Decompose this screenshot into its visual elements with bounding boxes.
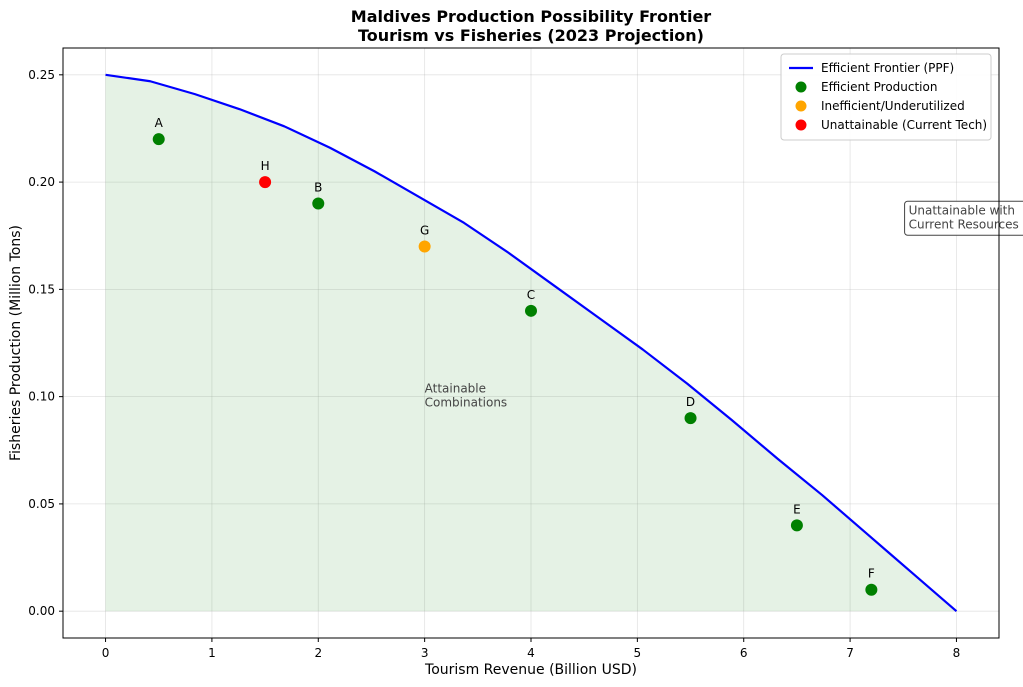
legend-box bbox=[780, 53, 992, 141]
point-f-label: F bbox=[868, 567, 875, 581]
x-tick-label: 2 bbox=[314, 646, 322, 660]
y-tick-label: 0.00 bbox=[28, 604, 55, 618]
legend-entry-label: Efficient Production bbox=[821, 80, 937, 94]
y-tick-label: 0.25 bbox=[28, 68, 55, 82]
point-a-marker bbox=[152, 133, 165, 146]
point-e-label: E bbox=[793, 502, 801, 516]
unattainable-note-line: Unattainable with bbox=[909, 203, 1015, 217]
point-b-label: B bbox=[314, 181, 322, 195]
legend-marker-swatch bbox=[795, 100, 807, 112]
point-c-marker bbox=[525, 304, 537, 317]
legend: Efficient Frontier (PPF) Efficient Produc… bbox=[780, 53, 992, 141]
legend-marker-swatch bbox=[795, 119, 807, 131]
x-tick-label: 3 bbox=[421, 646, 429, 660]
point-g-marker bbox=[418, 240, 431, 253]
y-tick-label: 0.15 bbox=[28, 282, 55, 296]
x-tick-label: 1 bbox=[208, 646, 216, 660]
point-a-label: A bbox=[155, 116, 164, 130]
x-tick-label: 0 bbox=[102, 646, 110, 660]
legend-entry-label: Inefficient/Underutilized bbox=[821, 99, 965, 113]
point-g-label: G bbox=[420, 223, 429, 237]
attainable-note-line: Attainable bbox=[425, 381, 486, 395]
y-tick-label: 0.10 bbox=[28, 390, 55, 404]
point-h-label: H bbox=[261, 159, 270, 173]
point-d-label: D bbox=[686, 395, 695, 409]
x-tick-label: 8 bbox=[953, 646, 961, 660]
y-tick-label: 0.20 bbox=[28, 175, 55, 189]
x-tick-label: 5 bbox=[634, 646, 642, 660]
x-tick-label: 4 bbox=[527, 646, 535, 660]
point-f-marker bbox=[865, 583, 878, 596]
production-points: A B C D E F G H bbox=[152, 116, 878, 596]
x-axis-ticks: 0 1 2 3 4 5 6 7 8 bbox=[102, 638, 961, 660]
y-tick-label: 0.05 bbox=[28, 497, 55, 511]
unattainable-note-box bbox=[904, 200, 1023, 236]
frontier-line bbox=[105, 73, 958, 613]
attainable-note-line: Combinations bbox=[425, 395, 508, 409]
point-b-marker bbox=[312, 197, 325, 210]
point-e-marker bbox=[790, 519, 803, 532]
legend-entry-label: Efficient Frontier (PPF) bbox=[821, 61, 954, 75]
x-axis-label: Tourism Revenue (Billion USD) bbox=[424, 662, 637, 678]
frontier-series bbox=[105, 73, 958, 613]
chart-title-line-2: Tourism vs Fisheries (2023 Projection) bbox=[358, 26, 704, 45]
x-tick-label: 7 bbox=[846, 646, 854, 660]
point-c-label: C bbox=[527, 288, 535, 302]
point-h-marker bbox=[259, 176, 272, 189]
y-axis-ticks: 0.00 0.05 0.10 0.15 0.20 0.25 bbox=[28, 68, 63, 618]
unattainable-note-line: Current Resources bbox=[909, 217, 1019, 231]
legend-marker-swatch bbox=[795, 81, 807, 93]
grid bbox=[63, 48, 999, 638]
point-d-marker bbox=[684, 412, 697, 425]
chart-title-line-1: Maldives Production Possibility Frontier bbox=[351, 7, 712, 26]
y-axis-label: Fisheries Production (Million Tons) bbox=[8, 225, 24, 461]
x-tick-label: 6 bbox=[740, 646, 748, 660]
legend-entry-label: Unattainable (Current Tech) bbox=[821, 118, 987, 132]
